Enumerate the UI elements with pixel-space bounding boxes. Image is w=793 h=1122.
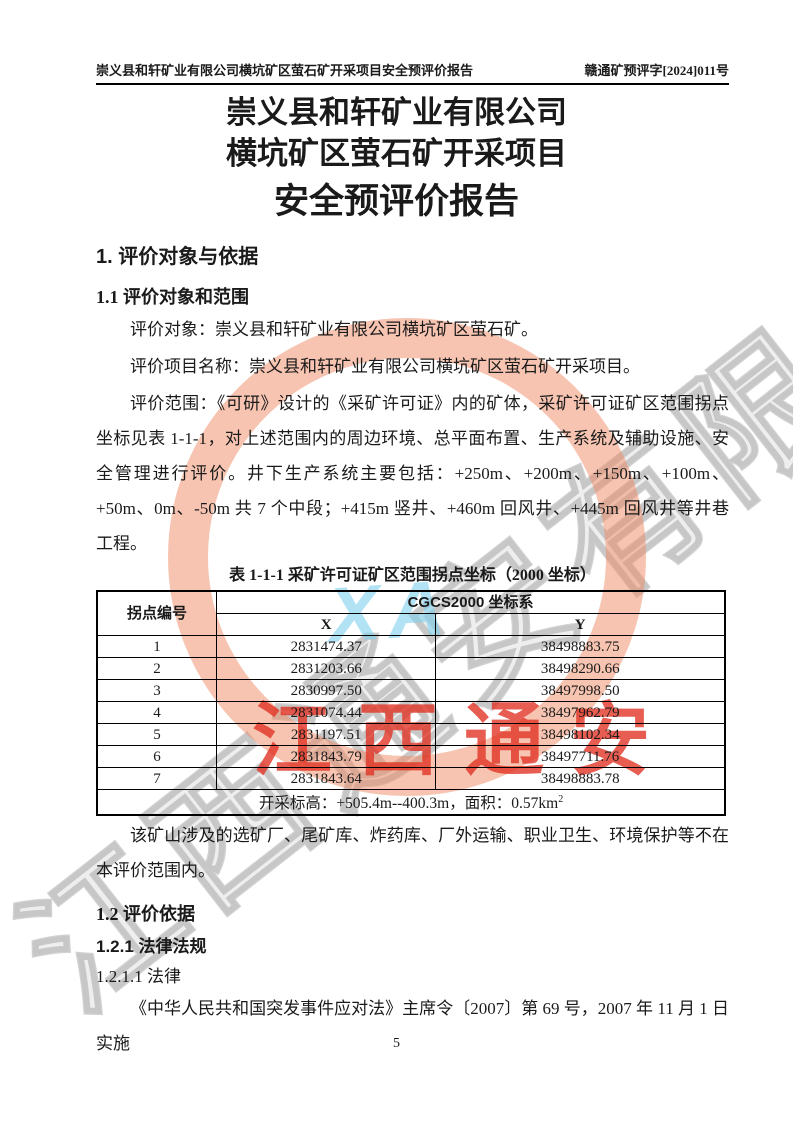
- cell-id: 7: [96, 767, 218, 790]
- table-footer-row: 开采标高：+505.4m--400.3m，面积：0.57km2: [96, 789, 726, 816]
- header-document-number: 赣通矿预评字[2024]011号: [584, 63, 729, 78]
- cell-x: 2831843.79: [216, 745, 437, 768]
- superscript-2: 2: [558, 794, 564, 805]
- table-row: 4 2831074.44 38497962.79: [96, 701, 726, 724]
- cell-y: 38497998.50: [435, 679, 726, 702]
- page-number: 5: [393, 1036, 400, 1051]
- cell-id: 3: [96, 679, 218, 702]
- group-header-cell: CGCS2000 坐标系: [216, 590, 726, 614]
- y-header-cell: Y: [435, 613, 726, 636]
- cell-x: 2831843.64: [216, 767, 437, 790]
- table-caption: 表 1-1-1 采矿许可证矿区范围拐点坐标（2000 坐标）: [229, 567, 596, 584]
- paragraph-evaluation-scope: 评价范围：《可研》设计的《采矿许可证》内的矿体，采矿许可证矿区范围拐点坐标见表 …: [96, 394, 729, 553]
- paragraph-evaluation-object: 评价对象：崇义县和轩矿业有限公司横坑矿区萤石矿。: [130, 320, 538, 339]
- table-header-row-2: X Y: [97, 613, 726, 636]
- table-row: 5 2831197.51 38498102.34: [96, 723, 726, 746]
- title-project-name: 横坑矿区萤石矿开采项目: [226, 136, 567, 171]
- table-row: 6 2831843.79 38497711.76: [96, 745, 726, 768]
- cell-y: 38497711.76: [435, 745, 726, 768]
- section-heading-1: 1. 评价对象与依据: [96, 246, 259, 268]
- paragraph-exclusions: 该矿山涉及的选矿厂、尾矿库、炸药库、厂外运输、职业卫生、环境保护等不在本评价范围…: [96, 826, 729, 881]
- table-row: 3 2830997.50 38497998.50: [96, 679, 726, 702]
- header-report-title: 崇义县和轩矿业有限公司横坑矿区萤石矿开采项目安全预评价报告: [96, 63, 474, 78]
- cell-id: 1: [96, 635, 218, 658]
- cell-id: 5: [96, 723, 218, 746]
- document-title-block: 崇义县和轩矿业有限公司 横坑矿区萤石矿开采项目 安全预评价报告: [0, 92, 793, 227]
- paragraph-law-reference: 《中华人民共和国突发事件应对法》主席令〔2007〕第 69 号，2007 年 1…: [96, 999, 729, 1054]
- section-heading-1-2: 1.2 评价依据: [96, 904, 195, 925]
- cell-x: 2831074.44: [216, 701, 437, 724]
- cell-y: 38498883.78: [435, 767, 726, 790]
- title-company-name: 崇义县和轩矿业有限公司: [226, 95, 567, 130]
- table-row: 7 2831843.64 38498883.78: [96, 767, 726, 790]
- x-header-cell: X: [216, 613, 437, 636]
- cell-y: 38498102.34: [435, 723, 726, 746]
- section-heading-1-2-1-1: 1.2.1.1 法律: [96, 967, 181, 987]
- cell-y: 38498883.75: [435, 635, 726, 658]
- cell-x: 2831474.37: [216, 635, 437, 658]
- cell-id: 4: [96, 701, 218, 724]
- corner-header-cell: 拐点编号: [96, 590, 218, 636]
- mining-elevation-cell: 开采标高：+505.4m--400.3m，面积：0.57km2: [96, 789, 726, 816]
- title-report-type: 安全预评价报告: [273, 182, 519, 221]
- cell-x: 2831203.66: [216, 657, 437, 680]
- cell-x: 2830997.50: [216, 679, 437, 702]
- section-heading-1-2-1: 1.2.1 法律法规: [96, 937, 207, 957]
- coordinate-table-body: 1 2831474.37 38498883.75 2 2831203.66 38…: [96, 635, 726, 790]
- cell-y: 38498290.66: [435, 657, 726, 680]
- table-row: 2 2831203.66 38498290.66: [96, 657, 726, 680]
- table-row: 1 2831474.37 38498883.75: [96, 635, 726, 658]
- section-heading-1-1: 1.1 评价对象和范围: [96, 287, 249, 307]
- coordinate-table-foot: 开采标高：+505.4m--400.3m，面积：0.57km2: [96, 789, 726, 816]
- cell-x: 2831197.51: [216, 723, 437, 746]
- page-header: 崇义县和轩矿业有限公司横坑矿区萤石矿开采项目安全预评价报告 赣通矿预评字[202…: [96, 60, 729, 85]
- document-body: 1. 评价对象与依据 1.1 评价对象和范围 评价对象：崇义县和轩矿业有限公司横…: [96, 238, 729, 1061]
- cell-y: 38497962.79: [435, 701, 726, 724]
- table-header-row-1: 拐点编号 CGCS2000 坐标系: [96, 590, 726, 636]
- cell-id: 6: [96, 745, 218, 768]
- coordinate-table: 拐点编号 CGCS2000 坐标系 X Y 1 2831474.37 38498…: [96, 590, 726, 817]
- cell-id: 2: [96, 657, 218, 680]
- coordinate-table-head: 拐点编号 CGCS2000 坐标系 X Y: [96, 590, 726, 636]
- paragraph-project-name: 评价项目名称：崇义县和轩矿业有限公司横坑矿区萤石矿开采项目。: [130, 357, 640, 376]
